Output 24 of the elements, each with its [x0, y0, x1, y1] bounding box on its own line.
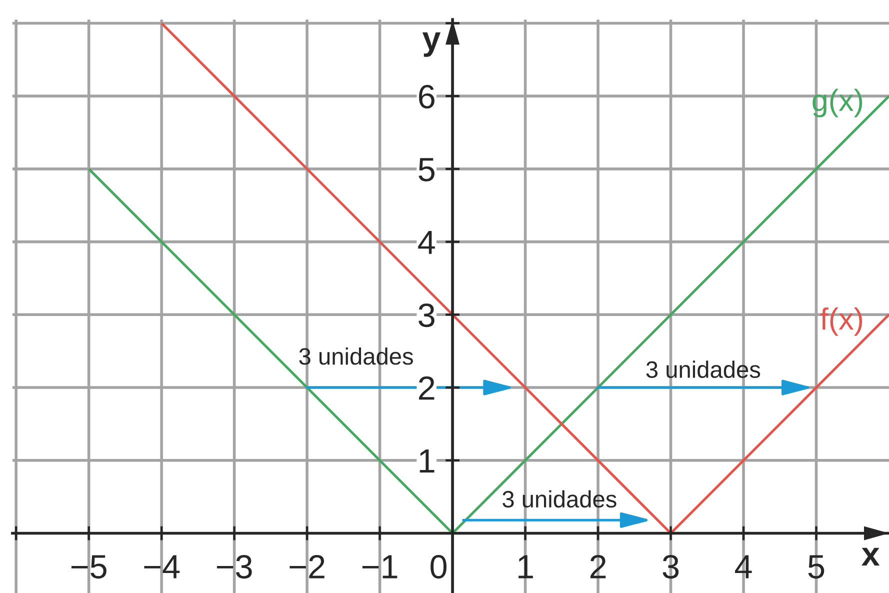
series-label: f(x): [820, 307, 862, 336]
x-tick-label: −5: [71, 555, 106, 579]
annotation: 3 unidades: [502, 490, 616, 508]
x-tick-label: 4: [735, 555, 752, 578]
y-tick-label: 6: [419, 84, 434, 108]
x-tick-label: −2: [290, 554, 324, 578]
y-tick-label: 5: [418, 158, 434, 182]
y-tick-label: 4: [418, 230, 435, 254]
x-tick-label: 1: [518, 555, 533, 578]
x-tick-label: 3: [662, 554, 679, 579]
annotation: 3 unidades: [299, 347, 413, 365]
x-tick-label: −4: [144, 555, 180, 578]
x-tick-label: −1: [362, 555, 398, 578]
y-axis-title: y: [422, 32, 441, 57]
y-tick-label: 3: [418, 303, 434, 328]
annotation: 3 unidades: [646, 360, 760, 378]
x-tick-label: 2: [590, 554, 606, 578]
x-tick-label: −3: [216, 554, 252, 579]
y-tick-label: 2: [419, 376, 434, 400]
series-label: g(x): [812, 88, 862, 118]
x-axis-title: x: [862, 548, 880, 566]
y-tick-label: 1: [420, 450, 434, 472]
x-tick-label: 0: [430, 554, 447, 579]
x-tick-label: 5: [808, 555, 824, 579]
